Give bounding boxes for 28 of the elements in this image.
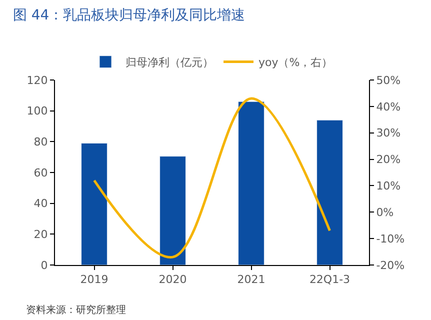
y2-tick-label: 20% xyxy=(376,153,401,166)
bar xyxy=(81,142,108,265)
chart-title: 图 44：乳品板块归母净利及同比增速 xyxy=(12,7,246,24)
y2-tick-label: -20% xyxy=(376,258,405,272)
bar xyxy=(160,156,186,265)
text: 资料来源：研究所整理 xyxy=(26,304,126,316)
legend-label: 归母净利（亿元） xyxy=(126,56,214,70)
y2-tick-label: 40% xyxy=(376,100,401,114)
y2-tick-label: 30% xyxy=(376,126,401,140)
x-tick-label: 2021 xyxy=(237,273,266,286)
y-tick-label: 0 xyxy=(40,258,48,272)
y2-tick-label: 0% xyxy=(376,206,394,219)
x-tick-label: 2020 xyxy=(158,273,187,286)
x-tick-label: 22Q1-3 xyxy=(309,273,350,286)
legend-label: yoy（%，右） xyxy=(258,56,333,70)
y2-tick-label: -10% xyxy=(376,232,405,246)
y2-tick-label: 10% xyxy=(376,180,401,193)
y-tick-label: 40 xyxy=(34,197,48,210)
y-tick-label: 100 xyxy=(26,104,48,118)
y-tick-label: 120 xyxy=(26,74,48,87)
bar xyxy=(238,101,264,265)
x-tick-label: 2019 xyxy=(80,273,108,286)
y-tick-label: 20 xyxy=(34,228,48,242)
y2-tick-label: 50% xyxy=(376,74,401,87)
bar xyxy=(316,120,343,265)
line-series xyxy=(93,97,331,258)
y-tick-label: 60 xyxy=(34,166,48,180)
y-tick-label: 80 xyxy=(34,136,48,149)
